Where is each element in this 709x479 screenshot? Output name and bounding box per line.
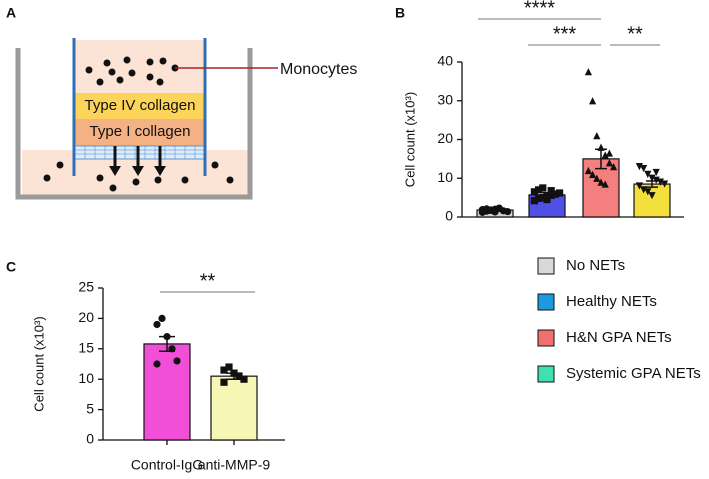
data-point [539, 194, 547, 202]
data-point [220, 378, 228, 386]
arrows [113, 146, 162, 168]
data-point [530, 188, 538, 196]
transwell-diagram: Monocytes Type IV collagen Type I collag… [15, 38, 357, 200]
x-tick-label: anti-MMP-9 [198, 457, 271, 473]
legend-label: Healthy NETs [566, 293, 657, 310]
data-point [589, 97, 597, 105]
legend-swatch [537, 257, 555, 275]
panel-label: C [6, 259, 16, 275]
data-point [589, 170, 597, 178]
data-point [601, 180, 609, 188]
y-tick-label: 40 [437, 53, 453, 69]
data-point [640, 186, 648, 194]
cells-label: Monocytes [280, 61, 357, 78]
upper-chamber [75, 40, 205, 93]
data-point [635, 182, 643, 190]
arrowheads [109, 166, 166, 176]
data-point [597, 143, 605, 151]
bar [143, 343, 191, 441]
y-tick-label: 0 [86, 431, 94, 447]
y-tick-label: 25 [78, 279, 94, 295]
y-tick-label: 10 [78, 370, 94, 386]
legend-swatch [537, 329, 555, 347]
data-point [495, 204, 503, 212]
data-point [530, 197, 538, 205]
data-point [551, 190, 559, 198]
legend-label: No NETs [566, 257, 625, 274]
data-point [543, 195, 551, 204]
y-tick-label: 20 [78, 309, 94, 325]
data-point [225, 363, 233, 371]
data-point [230, 369, 238, 377]
y-tick-label: 30 [437, 91, 453, 107]
bar [210, 375, 258, 441]
panel-label: A [6, 5, 16, 21]
y-tick-label: 10 [437, 169, 453, 185]
data-point [547, 191, 555, 199]
y-axis-label: Cell count (x10³) [31, 316, 46, 411]
data-point [652, 176, 660, 184]
data-point [539, 184, 547, 192]
panel-label: B [395, 5, 405, 21]
y-tick-label: 0 [445, 208, 453, 224]
data-point [656, 178, 664, 186]
legend-label: Systemic GPA NETs [566, 365, 701, 382]
legend-label: H&N GPA NETs [566, 329, 672, 346]
data-point [504, 207, 512, 216]
layer-label: Type I collagen [90, 123, 191, 140]
y-tick-label: 20 [437, 130, 453, 146]
data-point [153, 360, 161, 368]
data-point [610, 163, 618, 171]
data-point [661, 180, 669, 188]
data-point [652, 168, 660, 177]
data-point [584, 68, 592, 76]
data-point [163, 333, 171, 341]
y-tick-label: 15 [78, 340, 94, 356]
significance-label: ** [627, 23, 643, 45]
data-point [597, 178, 605, 186]
data-point [593, 174, 601, 182]
significance-label: *** [553, 23, 577, 45]
bar [633, 183, 671, 218]
data-point [240, 375, 248, 383]
data-point [235, 372, 243, 380]
data-point [648, 192, 656, 200]
legend-swatch [537, 293, 555, 311]
data-point [635, 163, 643, 171]
data-point [584, 166, 592, 175]
data-point [648, 174, 656, 182]
membrane-grid [75, 146, 205, 159]
data-point [153, 320, 161, 329]
membrane [74, 145, 206, 160]
data-point [644, 170, 652, 178]
data-point [547, 187, 555, 195]
data-point [220, 366, 228, 374]
data-point [168, 345, 176, 353]
cells [43, 56, 234, 192]
data-point [605, 149, 613, 157]
x-tick-label: Control-IgG [131, 457, 203, 473]
data-point [535, 186, 543, 194]
layer-label: Type IV collagen [85, 97, 196, 114]
data-point [535, 194, 543, 202]
y-axis-label: Cell count (x10³) [402, 92, 417, 187]
y-tick-label: 5 [86, 400, 94, 416]
data-point [601, 151, 609, 159]
collagen-i [75, 119, 205, 146]
data-point [644, 188, 652, 196]
data-point [158, 314, 166, 322]
well [15, 48, 253, 200]
data-point [640, 164, 648, 173]
data-point [605, 159, 613, 167]
data-point [593, 132, 601, 140]
data-point [556, 189, 564, 197]
legend-swatch [537, 365, 555, 383]
collagen-iv [75, 93, 205, 119]
data-point [173, 357, 181, 365]
significance-label: ** [200, 270, 216, 292]
significance-label: **** [524, 0, 555, 19]
